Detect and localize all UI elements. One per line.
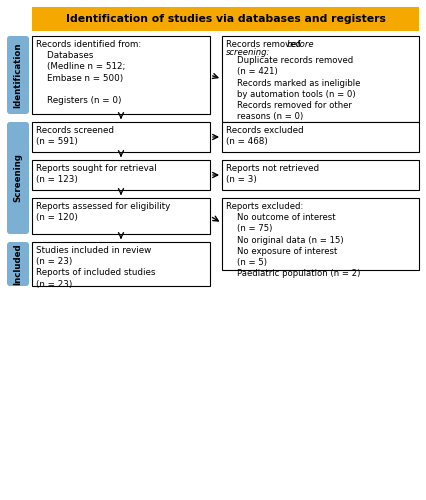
FancyBboxPatch shape <box>7 122 29 234</box>
Bar <box>32 198 210 234</box>
Text: Identification: Identification <box>14 42 23 108</box>
Text: before: before <box>287 40 315 49</box>
Text: Reports assessed for eligibility
(n = 120): Reports assessed for eligibility (n = 12… <box>36 202 170 222</box>
Text: Included: Included <box>14 243 23 285</box>
Text: Reports excluded:
    No outcome of interest
    (n = 75)
    No original data (: Reports excluded: No outcome of interest… <box>226 202 360 278</box>
Text: Identification of studies via databases and registers: Identification of studies via databases … <box>66 14 386 24</box>
Bar <box>222 36 419 122</box>
Bar <box>222 160 419 190</box>
Bar <box>32 36 210 114</box>
Text: Records screened
(n = 591): Records screened (n = 591) <box>36 126 114 146</box>
Bar <box>222 198 419 270</box>
Text: Reports not retrieved
(n = 3): Reports not retrieved (n = 3) <box>226 164 319 184</box>
Bar <box>32 242 210 286</box>
Text: screening:: screening: <box>226 48 271 57</box>
Text: Duplicate records removed
    (n = 421)
    Records marked as ineligible
    by : Duplicate records removed (n = 421) Reco… <box>226 56 360 122</box>
FancyBboxPatch shape <box>7 242 29 286</box>
Text: Records removed: Records removed <box>226 40 304 49</box>
Bar <box>32 122 210 152</box>
Text: Studies included in review
(n = 23)
Reports of included studies
(n = 23): Studies included in review (n = 23) Repo… <box>36 246 155 288</box>
Text: Records excluded
(n = 468): Records excluded (n = 468) <box>226 126 304 146</box>
Text: Screening: Screening <box>14 154 23 202</box>
Text: Reports sought for retrieval
(n = 123): Reports sought for retrieval (n = 123) <box>36 164 157 184</box>
Bar <box>222 122 419 152</box>
Text: Records identified from:
    Databases
    (Medline n = 512;
    Embase n = 500): Records identified from: Databases (Medl… <box>36 40 141 105</box>
FancyBboxPatch shape <box>7 36 29 114</box>
Bar <box>32 160 210 190</box>
Bar <box>32 7 419 31</box>
